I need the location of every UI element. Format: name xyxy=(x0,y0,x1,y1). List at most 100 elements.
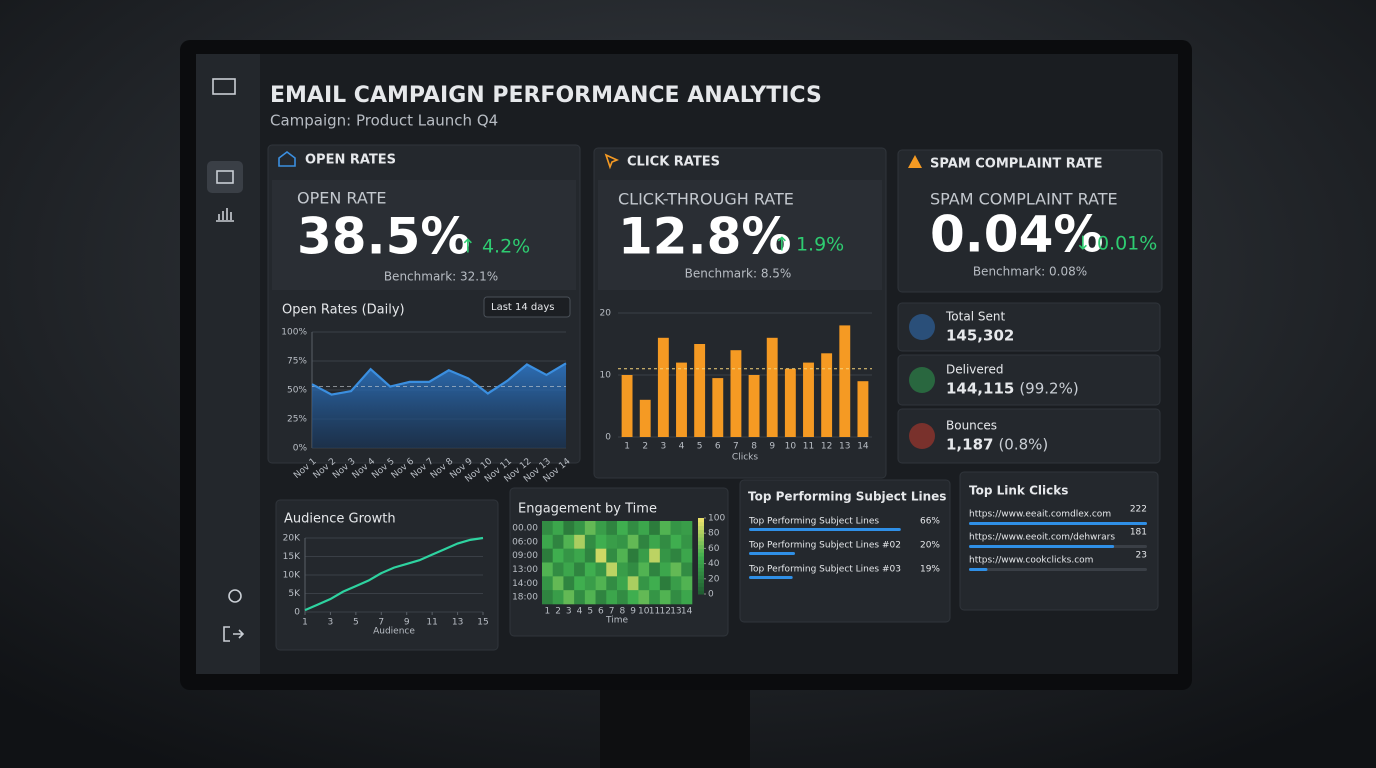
kpi-benchmark: Benchmark: 0.08% xyxy=(973,265,1087,279)
y-tick-label: 0 xyxy=(294,608,300,618)
bar xyxy=(748,375,760,437)
nav-mail-icon[interactable] xyxy=(216,170,234,184)
heat-cell xyxy=(627,534,639,549)
heat-cell xyxy=(563,534,575,549)
subject-name: Top Performing Subject Lines xyxy=(748,517,879,527)
heat-cell xyxy=(670,534,682,549)
kpi-heading: SPAM COMPLAINT RATE xyxy=(930,157,1103,172)
kpi-benchmark: Benchmark: 32.1% xyxy=(384,270,498,284)
colorbar-step xyxy=(698,521,704,527)
x-tick-label: 11 xyxy=(649,607,660,617)
heat-cell xyxy=(627,562,639,577)
colorbar-label: 100 xyxy=(708,514,725,524)
heat-cell xyxy=(681,521,693,536)
heat-cell xyxy=(659,548,671,563)
line xyxy=(304,536,484,612)
bar xyxy=(639,399,651,437)
x-tick-label: 7 xyxy=(378,618,384,628)
y-tick-label: 25% xyxy=(287,415,307,425)
heat-cell xyxy=(595,534,607,549)
heat-cell xyxy=(606,548,618,563)
stat-icon xyxy=(909,423,935,449)
subject-bar xyxy=(749,576,793,579)
subject-bar xyxy=(749,528,901,531)
heat-cell xyxy=(670,521,682,536)
colorbar-label: 60 xyxy=(708,544,720,554)
heat-cell xyxy=(563,562,575,577)
colorbar-step xyxy=(698,529,704,534)
x-tick-label: 7 xyxy=(733,442,739,452)
y-tick-label: 20K xyxy=(283,534,301,544)
colorbar-step xyxy=(698,571,704,576)
stat-label: Total Sent xyxy=(945,310,1005,324)
heat-cell xyxy=(638,534,650,549)
y-tick-label: 18:00 xyxy=(512,593,538,603)
kpi-inner xyxy=(598,180,882,290)
range-dropdown[interactable] xyxy=(483,296,571,318)
subject-name: Top Performing Subject Lines #03 xyxy=(748,565,901,575)
x-tick-label: 1 xyxy=(624,442,630,452)
link-count: 23 xyxy=(1136,551,1147,561)
range-dropdown-label[interactable]: Last 14 days xyxy=(491,302,555,313)
heat-cell xyxy=(574,534,586,549)
y-tick-label: 0 xyxy=(605,433,611,443)
heat-cell xyxy=(552,534,564,549)
x-tick-label: 2 xyxy=(555,607,561,617)
colorbar-label: 0 xyxy=(708,590,714,600)
x-tick-label: 3 xyxy=(660,442,666,452)
colorbar-step xyxy=(698,586,704,591)
stat-label: Bounces xyxy=(946,419,997,433)
heat-cell xyxy=(649,534,661,549)
kpi-value: 12.8% xyxy=(618,208,791,266)
kpi-benchmark: Benchmark: 8.5% xyxy=(685,267,792,281)
x-tick-label: 13 xyxy=(839,442,850,452)
nav-chart-icon[interactable] xyxy=(216,208,234,222)
heat-cell xyxy=(542,521,554,536)
heat-cell xyxy=(595,590,607,605)
heat-cell xyxy=(617,521,629,536)
bar xyxy=(676,362,687,437)
subject-share: 19% xyxy=(920,565,940,575)
heat-cell xyxy=(563,576,575,591)
heat-cell xyxy=(574,576,586,591)
nav-mail-active[interactable] xyxy=(207,161,243,193)
heat-cell xyxy=(649,590,661,605)
bar xyxy=(657,337,669,437)
stat-value: 144,115 xyxy=(946,380,1014,398)
x-tick-label: 2 xyxy=(642,442,648,452)
heat-cell xyxy=(649,548,661,563)
heat-cell xyxy=(681,576,693,591)
y-tick-label: 14:00 xyxy=(512,579,538,589)
page-subtitle: Campaign: Product Launch Q4 xyxy=(270,112,498,130)
heat-cell xyxy=(563,590,575,605)
link-url: https://www.cookclicks.com xyxy=(969,556,1093,566)
chart-title: Engagement by Time xyxy=(518,502,657,517)
x-tick-label: 10 xyxy=(785,442,797,452)
heat-cell xyxy=(542,590,554,605)
colorbar-label: 40 xyxy=(708,559,720,569)
nav-settings-icon[interactable] xyxy=(228,589,242,603)
bar xyxy=(803,362,814,437)
y-tick-label: 10 xyxy=(600,371,612,381)
x-tick-label: 3 xyxy=(566,607,572,617)
colorbar-step xyxy=(698,563,704,568)
y-tick-label: 13:00 xyxy=(512,565,538,575)
nav-logout-icon[interactable] xyxy=(223,626,245,642)
panel-links xyxy=(959,471,1159,611)
kpi-label: CLICK-THROUGH RATE xyxy=(618,190,794,209)
x-tick-label: 5 xyxy=(697,442,703,452)
monitor-stand xyxy=(600,680,750,768)
heat-cell xyxy=(574,590,586,605)
heat-cell xyxy=(659,534,671,549)
heat-cell xyxy=(659,562,671,577)
heat-cell xyxy=(649,576,661,591)
heat-cell xyxy=(595,576,607,591)
kpi-label: OPEN RATE xyxy=(297,189,386,208)
x-axis-label: Audience xyxy=(373,627,415,637)
bar xyxy=(694,344,706,437)
list-title: Top Link Clicks xyxy=(969,484,1068,498)
heat-cell xyxy=(617,534,629,549)
heat-cell xyxy=(584,562,596,577)
